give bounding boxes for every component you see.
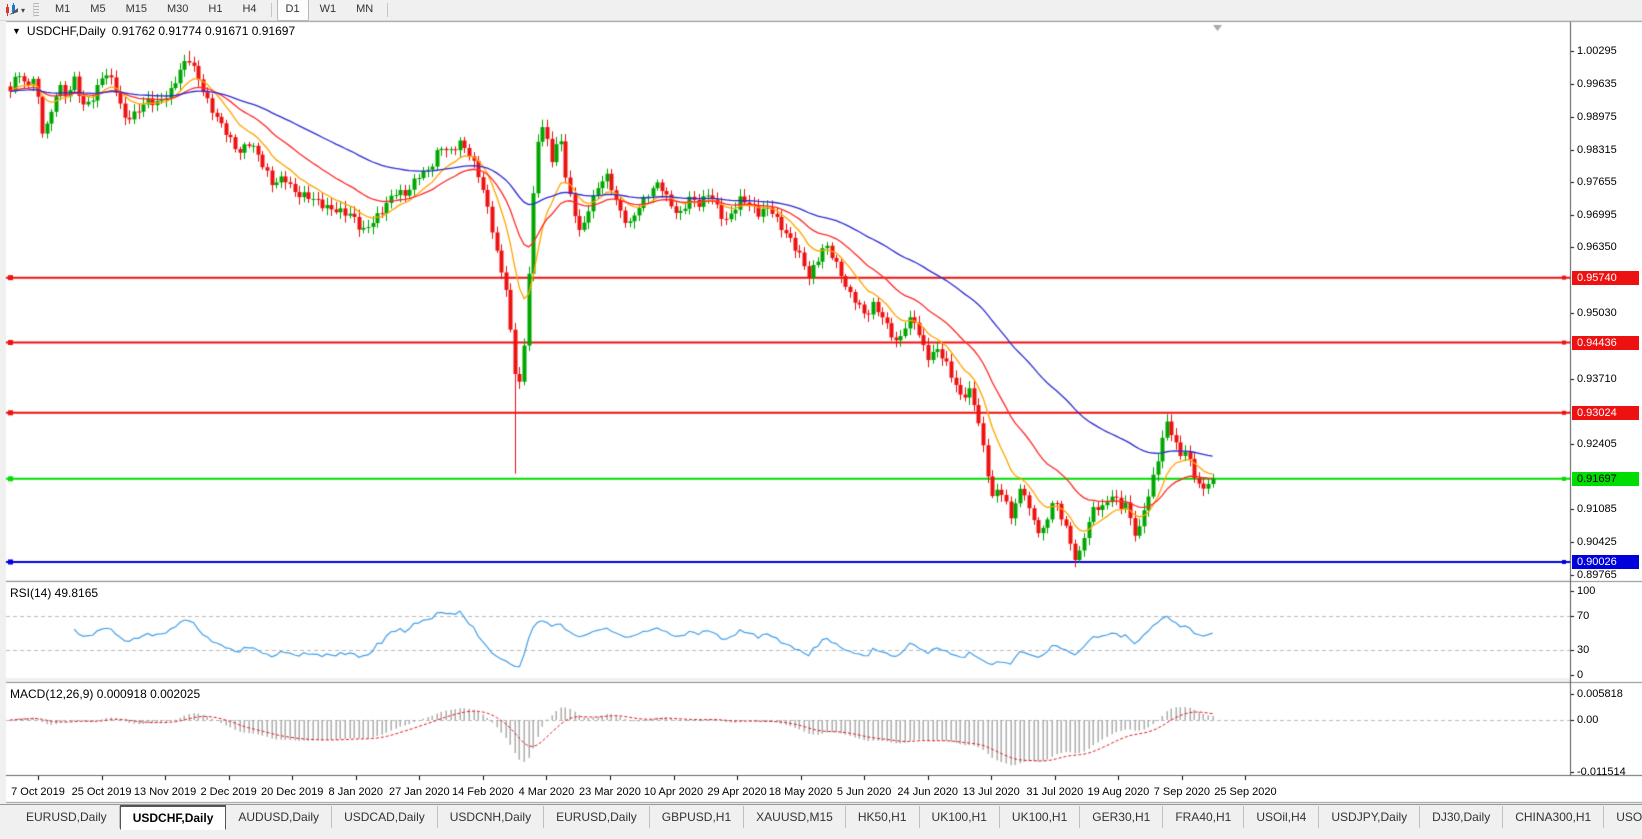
date-label: 7 Sep 2020 [1153,786,1211,798]
price-tick-label: 0.90425 [1577,536,1617,549]
price-tick-label: 0.95030 [1577,306,1617,319]
macd-tick-label: 0.005818 [1577,687,1623,700]
timeframe-button-mn[interactable]: MN [356,3,374,15]
toolbar-separator [270,3,272,17]
hline-price-badge: 0.93024 [1572,405,1639,420]
macd-tick-label: 0.00 [1577,714,1599,726]
price-tick-label: 0.96350 [1577,241,1617,254]
price-tick-label: 0.91085 [1577,503,1617,516]
toolbar-caret-icon[interactable]: ▾ [21,5,26,15]
top-toolbar: ▾ M1 M5 M15 M30 H1 H4 D1 W1 MN [0,0,1642,21]
chart-title: ▼ USDCHF,Daily 0.91762 0.91774 0.91671 0… [12,24,295,38]
date-label: 18 May 2020 [768,786,833,798]
rsi-tick-label: 30 [1577,643,1590,656]
chart-tab-9[interactable]: UK100,H1 [920,806,1000,828]
timeframe-button-h1[interactable]: H1 [208,3,223,15]
chart-tab-16[interactable]: CHINA300,H1 [1503,806,1605,828]
chart-tab-3[interactable]: USDCAD,Daily [332,806,438,828]
price-tick-label: 0.98315 [1577,143,1617,156]
date-label: 27 Jan 2020 [389,786,450,798]
date-label: 4 Mar 2020 [518,786,575,798]
rsi-tick-label: 0 [1577,669,1584,681]
macd-tick-label: -0.011514 [1577,766,1626,779]
date-label: 31 Jul 2020 [1026,786,1084,798]
date-label: 2 Dec 2019 [200,786,257,798]
date-label: 5 Jun 2020 [836,786,892,798]
chart-tab-17[interactable]: USOil,H [1604,806,1642,828]
chart-symbol-label: USDCHF,Daily [26,24,106,38]
hline-price-badge: 0.91697 [1572,471,1639,486]
hline-price-badge: 0.95740 [1572,270,1639,285]
chart-tab-0[interactable]: EURUSD,Daily [14,806,120,828]
date-label: 14 Feb 2020 [451,786,514,798]
hline-price-badge: 0.90026 [1572,554,1639,569]
chart-tab-7[interactable]: XAUUSD,M15 [744,806,846,828]
date-label: 24 Jun 2020 [897,786,958,798]
timeframe-button-h4[interactable]: H4 [242,3,257,15]
symbol-dropdown-icon[interactable]: ▼ [12,26,21,36]
chart-tab-5[interactable]: EURUSD,Daily [544,806,650,828]
date-label: 13 Jul 2020 [962,786,1020,798]
price-tick-label: 0.93710 [1577,372,1617,385]
date-label: 8 Jan 2020 [328,786,383,798]
chart-tab-10[interactable]: UK100,H1 [1000,806,1081,828]
date-label: 25 Oct 2019 [71,786,132,798]
chart-tab-4[interactable]: USDCNH,Daily [438,806,545,828]
date-label: 20 Dec 2019 [260,786,324,798]
chart-tab-6[interactable]: GBPUSD,H1 [650,806,745,828]
toolbar-grip [33,3,40,17]
chart-tab-11[interactable]: GER30,H1 [1080,806,1164,828]
price-tick-label: 0.98975 [1577,110,1617,123]
toolbar-separator [387,3,389,17]
price-tick-label: 0.97655 [1577,176,1617,189]
chart-tab-1[interactable]: USDCHF,Daily [119,805,227,830]
timeframe-button-w1[interactable]: W1 [319,3,337,15]
hline-price-badge: 0.94436 [1572,335,1639,350]
chart-tab-8[interactable]: HK50,H1 [846,806,920,828]
date-label: 25 Sep 2020 [1214,786,1277,798]
price-tick-label: 0.99635 [1577,77,1617,90]
price-tick-label: 0.89765 [1577,568,1617,581]
date-label: 10 Apr 2020 [643,786,704,798]
timeframe-button-m5[interactable]: M5 [90,3,106,15]
rsi-tick-label: 70 [1577,610,1590,623]
price-tick-label: 0.96995 [1577,209,1617,222]
date-label: 7 Oct 2019 [11,786,65,798]
ohlc-values: 0.91762 0.91774 0.91671 0.91697 [111,24,296,38]
timeframe-button-m15[interactable]: M15 [125,3,147,15]
date-label: 23 Mar 2020 [579,786,641,798]
date-label: 19 Aug 2020 [1087,786,1150,798]
chart-tab-14[interactable]: USDJPY,Daily [1319,806,1421,828]
date-label: 13 Nov 2019 [133,786,197,798]
timeframe-buttons: M1 M5 M15 M30 H1 H4 D1 W1 MN [45,0,392,21]
price-tick-label: 1.00295 [1577,45,1617,57]
timeframe-button-d1[interactable]: D1 [276,0,309,21]
chart-tab-15[interactable]: DJ30,Daily [1420,806,1504,828]
bottom-tab-bar: EURUSD,Daily USDCHF,Daily AUDUSD,Daily USDC… [0,804,1642,839]
price-tick-label: 0.92405 [1577,437,1617,450]
timeframe-button-m30[interactable]: M30 [166,3,189,15]
chart-tab-2[interactable]: AUDUSD,Daily [226,806,333,828]
chart-tab-13[interactable]: USOil,H4 [1244,806,1320,828]
chart-tab-12[interactable]: FRA40,H1 [1163,806,1245,828]
macd-panel-label: MACD(12,26,9) 0.000918 0.002025 [10,687,201,701]
date-label: 29 Apr 2020 [707,786,767,798]
chart-tool-icon[interactable] [3,2,21,18]
rsi-tick-label: 100 [1577,585,1596,597]
rsi-panel-label: RSI(14) 49.8165 [10,586,99,600]
timeframe-button-m1[interactable]: M1 [55,3,71,15]
